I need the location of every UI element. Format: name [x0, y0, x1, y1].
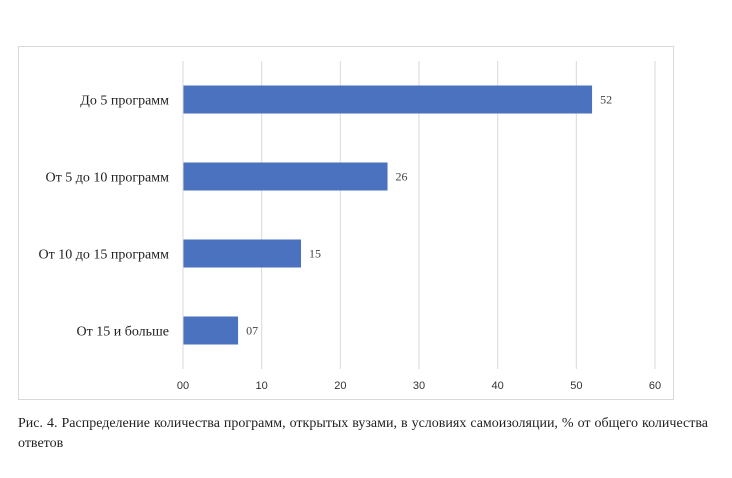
value-label-1: 52 — [600, 93, 612, 107]
category-label-3: От 10 до 15 программ — [38, 248, 169, 263]
category-label-1: До 5 программ — [80, 94, 169, 109]
x-tick-label-20: 20 — [334, 380, 346, 392]
bar-4 — [183, 316, 239, 345]
bar-1 — [183, 85, 593, 114]
bar-chart: До 5 программ 52 От 5 до 10 программ 26 От 1… — [38, 61, 661, 392]
chart-frame: До 5 программ 52 От 5 до 10 программ 26 От 1… — [18, 46, 674, 400]
x-tick-label-30: 30 — [413, 380, 425, 392]
value-label-2: 26 — [396, 170, 408, 184]
x-tick-label-40: 40 — [492, 380, 504, 392]
x-tick-label-0: 00 — [177, 380, 189, 392]
x-tick-label-60: 60 — [649, 380, 661, 392]
x-tick-label-50: 50 — [570, 380, 582, 392]
bar-2 — [183, 162, 388, 191]
category-label-4: От 15 и больше — [76, 325, 169, 340]
x-tick-label-10: 10 — [256, 380, 268, 392]
category-label-2: От 5 до 10 программ — [45, 171, 169, 186]
figure-caption: Рис. 4. Распределение количества програм… — [18, 416, 708, 451]
value-label-3: 15 — [309, 247, 321, 261]
bar-3 — [183, 239, 301, 268]
value-label-4: 07 — [246, 324, 258, 338]
